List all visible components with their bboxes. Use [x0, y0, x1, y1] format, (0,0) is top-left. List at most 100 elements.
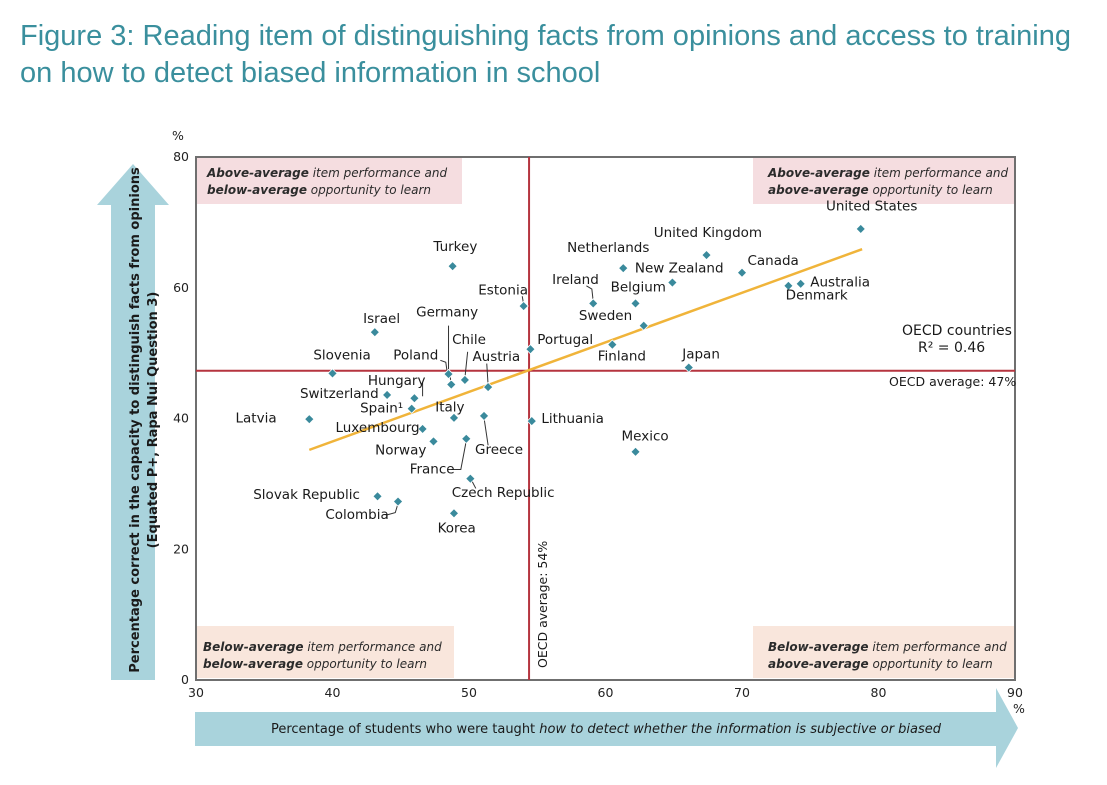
x-axis-label-prefix: Percentage of students who were taught — [271, 722, 539, 737]
y-tick-80: 80 — [173, 149, 189, 164]
point-spain — [406, 403, 417, 414]
point-united-states — [855, 223, 866, 235]
x-tick-40: 40 — [325, 685, 341, 700]
x-axis-label-italic: how to detect whether the information is… — [539, 722, 942, 737]
r-squared-label: R² = 0.46 — [918, 340, 985, 356]
data-points — [304, 223, 866, 519]
label-israel: Israel — [363, 311, 400, 327]
point-mexico — [630, 446, 641, 458]
x-tick-50: 50 — [461, 685, 477, 700]
oecd-average-lines — [196, 157, 1015, 680]
point-netherlands — [618, 262, 629, 274]
x-tick-70: 70 — [734, 685, 750, 700]
point-switzerland — [381, 389, 393, 401]
point-united-kingdom — [701, 249, 712, 261]
label-luxembourg: Luxembourg — [335, 420, 419, 436]
axis-ticks: 30 40 50 60 70 80 90 0 20 40 60 80 — [173, 149, 1023, 700]
point-austria — [482, 381, 494, 393]
label-france: France — [410, 461, 455, 477]
y-axis-arrow — [97, 164, 169, 680]
point-luxembourg — [417, 423, 428, 435]
point-sweden — [638, 320, 649, 331]
label-mexico: Mexico — [622, 429, 669, 445]
country-labels: United States United Kingdom Canada Austral… — [236, 199, 918, 537]
label-norway: Norway — [375, 442, 426, 458]
label-netherlands: Netherlands — [567, 240, 649, 256]
label-sweden: Sweden — [579, 308, 632, 324]
point-israel — [369, 327, 380, 338]
leader-line-france — [451, 440, 467, 470]
label-korea: Korea — [438, 520, 476, 536]
point-canada — [736, 267, 748, 278]
label-hungary: Hungary — [368, 373, 426, 389]
point-japan — [683, 362, 694, 373]
point-italy — [448, 412, 460, 424]
quad-br-bold2: above-average — [768, 657, 869, 671]
quad-bl-rest1: item performance and — [304, 640, 443, 654]
trendline-group — [308, 248, 863, 452]
point-finland — [607, 339, 618, 350]
point-colombia — [392, 496, 404, 507]
leader-line-colombia — [385, 503, 399, 516]
quad-tr-rest1: item performance and — [870, 166, 1009, 180]
point-estonia — [518, 300, 529, 312]
label-slovenia: Slovenia — [313, 348, 370, 364]
quad-bl-bold2: below-average — [203, 657, 303, 671]
label-poland: Poland — [393, 348, 438, 364]
point-hungary — [409, 393, 420, 404]
quadrant-text-top-left: Above-average item performance and below-… — [206, 166, 447, 197]
plot-frame — [195, 156, 1016, 681]
quad-tr-bold1: Above-average — [767, 166, 870, 180]
y-tick-40: 40 — [173, 411, 189, 426]
point-korea — [448, 508, 460, 519]
x-axis-label: Percentage of students who were taught h… — [271, 722, 942, 737]
x-unit-label: % — [1013, 701, 1025, 716]
x-tick-90: 90 — [1007, 685, 1023, 700]
y-tick-20: 20 — [173, 541, 189, 556]
point-greece — [478, 410, 490, 422]
label-new-zealand: New Zealand — [635, 261, 724, 277]
point-denmark — [783, 280, 794, 291]
point-australia — [795, 278, 806, 289]
quad-tl-bold2: below-average — [207, 183, 307, 197]
x-axis-arrow — [195, 688, 1018, 768]
label-italy: Italy — [435, 399, 464, 415]
quadrant-text-bottom-right: Below-average item performance and above-… — [768, 640, 1007, 671]
quadrant-box-top-right — [753, 157, 1015, 204]
quad-br-rest2: opportunity to learn — [869, 657, 993, 671]
label-united-states: United States — [826, 199, 917, 215]
point-slovak-republic — [372, 491, 383, 502]
figure-title: Figure 3: Reading item of distinguishing… — [20, 20, 1072, 89]
y-tick-60: 60 — [173, 280, 189, 295]
quadrant-text-top-right: Above-average item performance and above-… — [767, 166, 1008, 197]
label-slovak-republic: Slovak Republic — [253, 487, 360, 503]
x-tick-80: 80 — [871, 685, 887, 700]
point-chile — [459, 374, 471, 386]
label-turkey: Turkey — [432, 239, 477, 255]
x-tick-60: 60 — [598, 685, 614, 700]
point-poland — [443, 368, 454, 380]
x-tick-30: 30 — [188, 685, 204, 700]
quad-tr-bold2: above-average — [768, 183, 869, 197]
leader-line-austria — [486, 363, 489, 386]
quad-br-rest1: item performance and — [869, 640, 1008, 654]
point-lithuania — [526, 415, 537, 427]
oecd-x-average-label: OECD average: 54% — [535, 541, 550, 668]
y-tick-0: 0 — [181, 672, 189, 687]
point-germany — [446, 379, 457, 390]
quadrant-box-top-left — [196, 157, 462, 204]
label-belgium: Belgium — [611, 280, 666, 296]
point-new-zealand — [667, 277, 678, 288]
y-unit-label: % — [172, 128, 184, 143]
label-ireland: Ireland — [552, 272, 599, 288]
label-czech-republic: Czech Republic — [452, 485, 555, 501]
label-estonia: Estonia — [478, 282, 528, 298]
label-finland: Finland — [598, 348, 646, 364]
label-canada: Canada — [747, 253, 798, 269]
label-switzerland: Switzerland — [300, 386, 379, 402]
quad-tr-rest2: opportunity to learn — [869, 183, 993, 197]
label-germany: Germany — [416, 305, 478, 321]
point-belgium — [630, 298, 641, 309]
quad-br-bold1: Below-average — [768, 640, 869, 654]
point-france — [461, 433, 472, 444]
